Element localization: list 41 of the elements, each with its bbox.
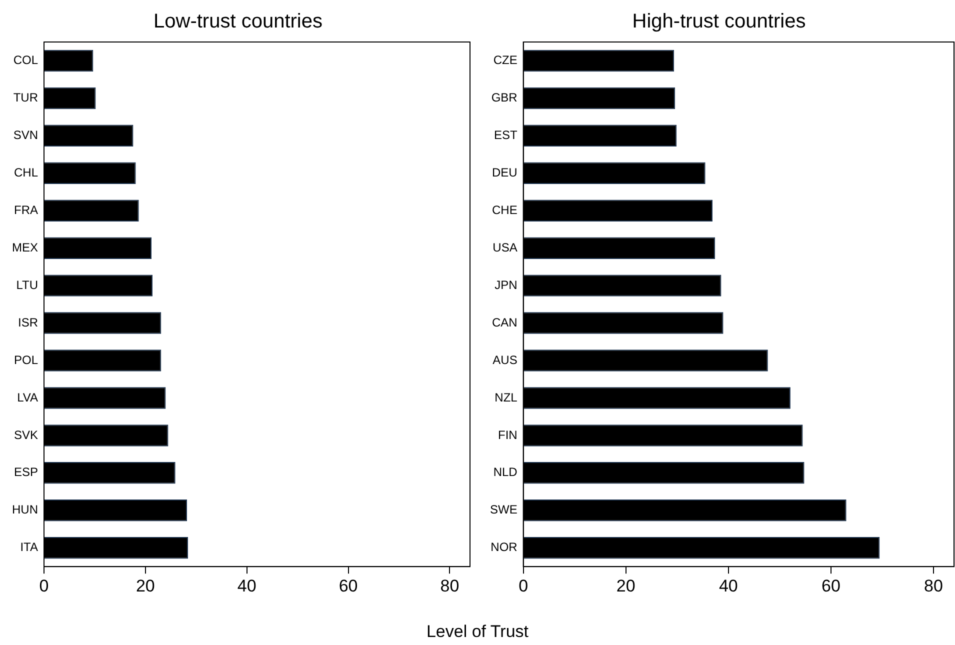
y-tick-label: ESP — [14, 465, 38, 480]
y-tick-label: FRA — [14, 202, 38, 217]
x-tick-label: 80 — [924, 576, 943, 596]
chart-title: Low-trust countries — [154, 10, 322, 33]
y-tick-label: USA — [492, 240, 518, 254]
y-tick-label: JPN — [494, 278, 518, 292]
y-tick-label: HUN — [12, 502, 38, 517]
x-tick-label: 0 — [518, 576, 528, 596]
y-tick-label: GBR — [491, 90, 518, 105]
x-tick-label: 60 — [338, 576, 358, 596]
y-tick-label: SVN — [13, 128, 38, 142]
y-tick-label: DEU — [492, 165, 518, 180]
x-tick-label: 40 — [718, 576, 738, 596]
y-tick-label: LVA — [17, 390, 38, 404]
y-tick-label: LTU — [16, 278, 38, 292]
y-tick-label: CAN — [492, 315, 518, 330]
y-tick-label: ISR — [18, 315, 38, 330]
y-tick-label: COL — [13, 53, 38, 68]
x-tick-label: 20 — [136, 576, 155, 596]
y-tick-label: POL — [14, 352, 38, 367]
y-tick-label: CZE — [493, 53, 518, 68]
y-tick-label: SVK — [14, 428, 38, 442]
y-tick-label: ITA — [20, 540, 38, 554]
y-tick-label: CHL — [14, 165, 38, 180]
y-tick-label: NZL — [494, 390, 518, 404]
x-tick-label: 20 — [616, 576, 636, 596]
x-tick-label: 0 — [39, 576, 49, 596]
y-tick-label: NOR — [490, 540, 518, 554]
y-tick-label: FIN — [498, 428, 518, 442]
x-tick-label: 60 — [821, 576, 840, 596]
x-tick-label: 40 — [237, 576, 256, 596]
chart-title: High-trust countries — [632, 10, 806, 33]
x-tick-label: 80 — [440, 576, 460, 596]
y-tick-label: TUR — [13, 90, 38, 105]
y-tick-label: SWE — [490, 502, 518, 517]
y-tick-label: NLD — [493, 465, 518, 480]
y-tick-label: CHE — [492, 202, 518, 217]
x-axis-title: Level of Trust — [425, 622, 530, 642]
y-tick-label: EST — [494, 128, 518, 142]
y-tick-label: MEX — [12, 240, 38, 254]
y-tick-label: AUS — [492, 352, 518, 367]
